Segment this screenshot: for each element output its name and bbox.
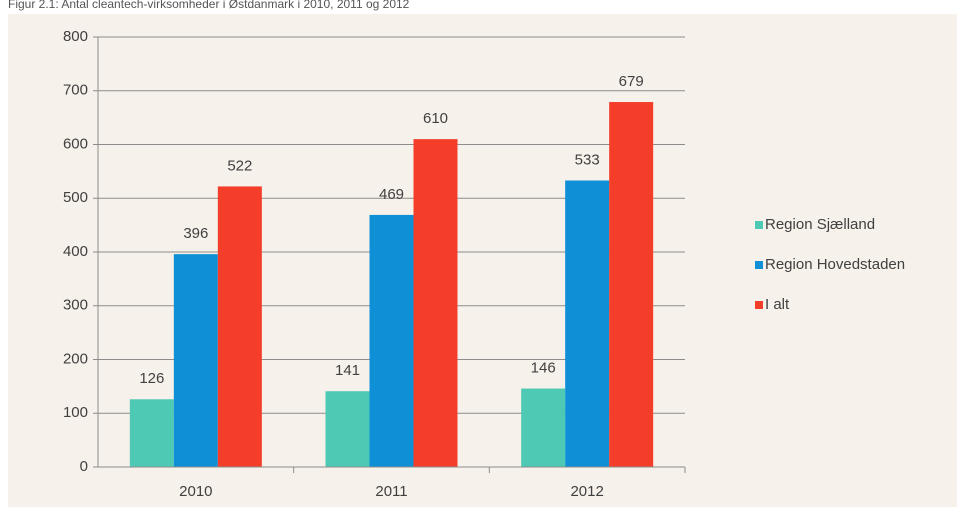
legend-swatch (755, 221, 763, 229)
chart-title: Figur 2.1: Antal cleantech-virksomheder … (8, 0, 410, 11)
y-tick-label: 200 (63, 350, 88, 367)
bar (325, 391, 370, 467)
bar (565, 180, 610, 467)
bar (521, 388, 566, 467)
bar (129, 399, 174, 467)
data-label: 396 (183, 225, 208, 242)
y-tick-label: 0 (80, 458, 88, 475)
bar (217, 186, 262, 468)
y-tick-label: 500 (63, 189, 88, 206)
y-tick-label: 800 (63, 28, 88, 45)
bar (609, 102, 654, 467)
data-label: 610 (423, 110, 448, 127)
data-label: 146 (531, 359, 556, 376)
data-label: 469 (379, 186, 404, 203)
bar (173, 254, 218, 467)
data-label: 533 (575, 151, 600, 168)
bar (369, 214, 414, 467)
data-label: 141 (335, 362, 360, 379)
y-tick-label: 600 (63, 135, 88, 152)
legend-label: Region Hovedstaden (765, 256, 905, 273)
x-tick-label: 2012 (570, 483, 603, 500)
y-tick-label: 400 (63, 243, 88, 260)
x-tick-label: 2011 (375, 483, 407, 500)
x-tick-label: 2010 (179, 483, 212, 500)
data-label: 522 (227, 157, 252, 174)
bar (413, 139, 458, 467)
legend-label: I alt (765, 296, 790, 313)
legend-swatch (755, 301, 763, 309)
data-label: 679 (619, 73, 644, 90)
y-tick-label: 300 (63, 297, 88, 314)
data-label: 126 (139, 370, 164, 387)
y-tick-label: 700 (63, 82, 88, 99)
y-tick-label: 100 (63, 404, 88, 421)
legend-swatch (755, 261, 763, 269)
legend-label: Region Sjælland (765, 216, 875, 233)
